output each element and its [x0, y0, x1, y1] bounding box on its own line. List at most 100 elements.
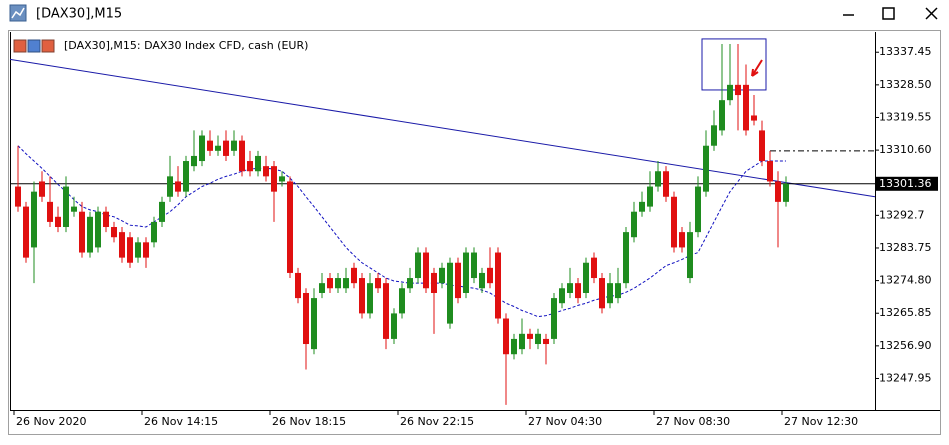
candle-body [775, 181, 781, 202]
last-price-label: 13301.36 [879, 177, 932, 190]
y-tick-label: 13310.60 [879, 143, 932, 156]
x-tick-label: 27 Nov 04:30 [528, 415, 602, 428]
candle-body [311, 298, 317, 350]
candle-body [239, 140, 245, 172]
candle-body [15, 186, 21, 207]
candle-body [151, 221, 157, 243]
candle-body [391, 313, 397, 339]
candle-body [31, 191, 37, 248]
candle-body [439, 267, 445, 284]
maximize-button[interactable] [882, 7, 895, 20]
candle-body [23, 206, 29, 258]
y-tick-label: 13337.45 [879, 45, 932, 58]
candle-body [143, 242, 149, 258]
candle-body [183, 161, 189, 192]
candle-body [55, 216, 61, 228]
trendline [9, 58, 876, 198]
candle-body [551, 298, 557, 339]
candle-body [175, 181, 181, 192]
candle-body [503, 318, 509, 355]
candle-body [583, 262, 589, 293]
y-tick-label: 13328.50 [879, 78, 932, 91]
candle-body [519, 333, 525, 350]
last-price-box [876, 176, 938, 191]
candle-body [191, 155, 197, 167]
candle-body [119, 232, 125, 258]
candle-body [127, 237, 133, 263]
y-tick-label: 13292.7 [879, 208, 925, 221]
y-tick-label: 13274.80 [879, 274, 932, 287]
candle-body [135, 242, 141, 258]
candle-body [319, 283, 325, 293]
candle-body [511, 338, 517, 355]
candle-body [751, 115, 757, 121]
candle-body [639, 201, 645, 212]
candle-body [223, 140, 229, 156]
candle-body [495, 252, 501, 319]
candle-body [199, 135, 205, 162]
candle-body [207, 140, 213, 151]
toolbar-icon [13, 39, 55, 53]
candle-body [327, 278, 333, 289]
candle-body [543, 338, 549, 345]
candle-body [71, 206, 77, 212]
candle-body [743, 84, 749, 131]
candle-body [527, 333, 533, 339]
candle-body [423, 252, 429, 289]
candle-body [255, 155, 261, 172]
candle-body [703, 145, 709, 192]
candle-body [735, 84, 741, 96]
candle-body [159, 201, 165, 222]
candle-body [647, 186, 653, 207]
chart-title: [DAX30],M15: DAX30 Index CFD, cash (EUR) [64, 39, 308, 52]
x-tick-label: 26 Nov 2020 [16, 415, 86, 428]
candle-body [415, 252, 421, 279]
candle-body [367, 283, 373, 314]
candle-body [695, 186, 701, 233]
candle-body [103, 211, 109, 228]
arrow-annotation [751, 59, 763, 77]
y-tick-label: 13319.55 [879, 110, 932, 123]
candle-body [687, 232, 693, 279]
candle-body [167, 176, 173, 197]
candle-body [663, 171, 669, 197]
candle-body [711, 125, 717, 146]
candle-body [615, 283, 621, 299]
candle-body [591, 257, 597, 279]
candle-body [783, 183, 789, 202]
candle-body [287, 181, 293, 273]
candle-body [359, 278, 365, 314]
moving-average [17, 145, 786, 318]
candle-body [79, 211, 85, 253]
candle-body [303, 292, 309, 345]
candle-body [671, 196, 677, 248]
candle-body [575, 283, 581, 299]
app-icon-glyph [11, 7, 25, 19]
candle-body [559, 288, 565, 304]
candle-body [655, 171, 661, 187]
candle-body [111, 227, 117, 238]
candle-body [567, 283, 573, 293]
candle-body [455, 262, 461, 299]
window-title: [DAX30],M15 [36, 7, 122, 22]
x-tick-label: 26 Nov 22:15 [400, 415, 474, 428]
candle-body [607, 283, 613, 304]
candle-body [759, 130, 765, 162]
close-button[interactable] [925, 7, 938, 20]
candle-body [95, 211, 101, 248]
candle-body [623, 232, 629, 284]
candle-body [63, 186, 69, 228]
candle-body [343, 278, 349, 289]
y-tick-label: 13247.95 [879, 371, 932, 384]
candle-body [271, 166, 277, 192]
x-tick-label: 26 Nov 14:15 [144, 415, 218, 428]
candle-body [431, 272, 437, 293]
candle-body [679, 232, 685, 248]
candle-body [631, 211, 637, 238]
candle-body [767, 161, 773, 182]
rectangle-object [701, 38, 767, 91]
candle-body [727, 84, 733, 101]
x-tick-label: 26 Nov 18:15 [272, 415, 346, 428]
